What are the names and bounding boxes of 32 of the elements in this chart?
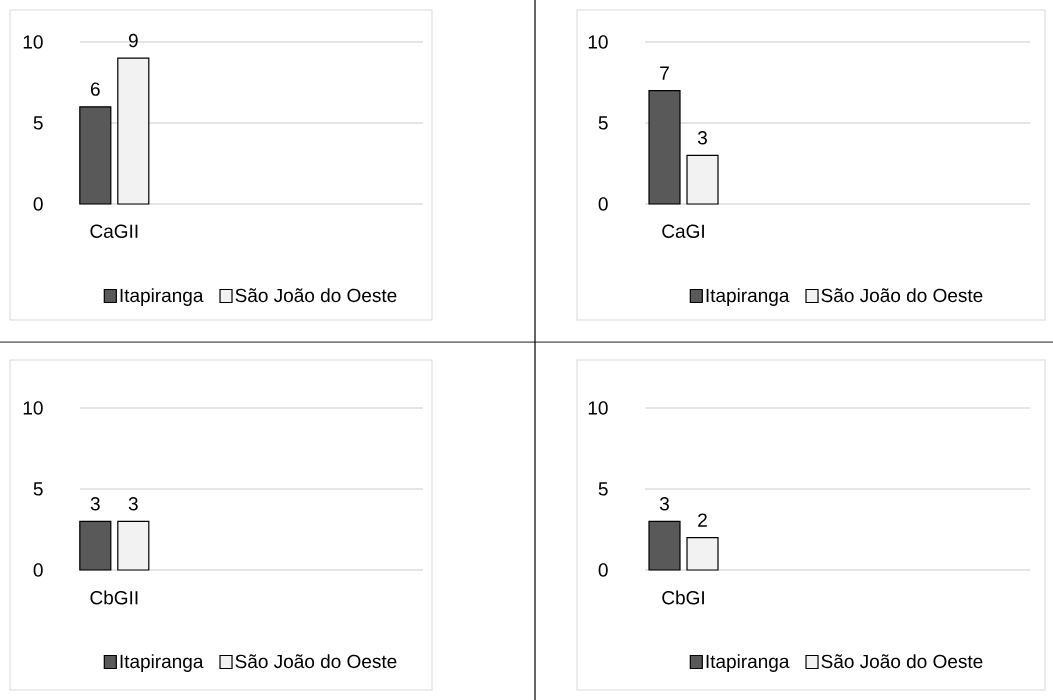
- data-label: 3: [659, 497, 669, 511]
- data-label: 3: [697, 131, 707, 145]
- x-tick-label: CbGII: [90, 590, 138, 605]
- y-tick-label: 5: [598, 116, 608, 130]
- x-tick-label: CbGI: [662, 590, 704, 605]
- legend-label: Itapiranga: [706, 288, 790, 306]
- data-label: 7: [660, 66, 669, 80]
- data-label: 3: [90, 497, 100, 511]
- legend-label: Itapiranga: [120, 654, 204, 672]
- x-tick-label: CaGII: [90, 224, 138, 238]
- y-tick-label: 10: [23, 35, 43, 49]
- y-tick-label: 0: [598, 563, 608, 577]
- legend-label: São João do Oeste: [821, 288, 983, 303]
- data-label: 3: [128, 497, 138, 511]
- data-label: 6: [90, 82, 100, 96]
- y-tick-label: 0: [33, 197, 43, 211]
- data-label: 2: [698, 513, 707, 527]
- y-tick-label: 5: [598, 482, 608, 496]
- y-tick-label: 10: [23, 401, 43, 415]
- x-tick-label: CaGI: [662, 224, 704, 238]
- y-tick-label: 5: [33, 116, 43, 130]
- legend-label: São João do Oeste: [235, 288, 397, 303]
- legend-label: São João do Oeste: [821, 654, 983, 669]
- y-tick-label: 0: [33, 563, 43, 577]
- y-tick-label: 10: [588, 35, 608, 49]
- legend-label: Itapiranga: [120, 288, 204, 306]
- y-tick-label: 10: [588, 401, 608, 415]
- y-tick-label: 0: [598, 197, 608, 211]
- legend-label: Itapiranga: [706, 654, 790, 672]
- y-tick-label: 5: [33, 482, 43, 496]
- legend-label: São João do Oeste: [235, 654, 397, 669]
- data-label: 9: [128, 33, 138, 48]
